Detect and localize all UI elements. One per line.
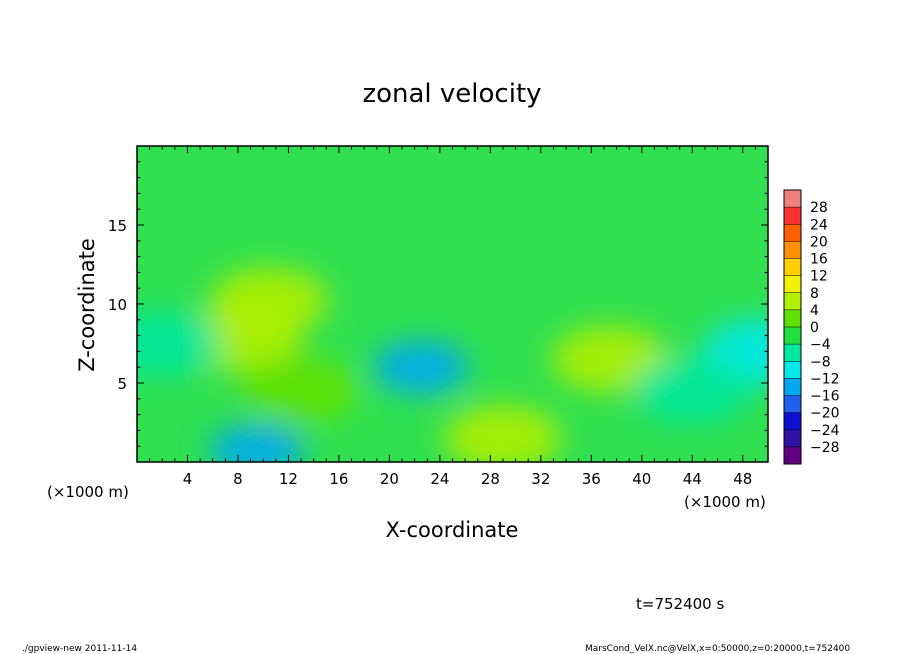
colorbar-swatch — [784, 446, 801, 465]
y-tick-label: 10 — [108, 296, 127, 314]
colorbar-swatch — [784, 241, 801, 259]
colorbar-label: −16 — [810, 389, 840, 405]
x-tick-label: 32 — [531, 470, 550, 488]
colorbar-label: 16 — [810, 252, 828, 268]
y-axis-label: Z-coordinate — [75, 238, 99, 372]
x-tick-label: 44 — [683, 470, 702, 488]
y-tick-label: 5 — [117, 375, 127, 393]
x-tick-label: 20 — [380, 470, 399, 488]
x-tick-label: 16 — [329, 470, 348, 488]
colorbar-label: 4 — [810, 303, 819, 319]
colorbar-label: −12 — [810, 371, 840, 387]
colorbar-label: 8 — [810, 286, 819, 302]
colorbar-swatch — [784, 309, 801, 328]
field-feature-1 — [210, 267, 329, 335]
colorbar-swatch — [784, 207, 801, 225]
x-tick-label: 36 — [582, 470, 601, 488]
colorbar-label: −28 — [810, 440, 840, 456]
colorbar-swatch — [784, 327, 801, 345]
field-feature-4 — [373, 340, 469, 395]
colorbar-swatch — [784, 258, 801, 276]
colorbar-swatch — [784, 395, 801, 413]
colorbar-label: −20 — [810, 406, 840, 422]
x-axis: 4 8 12 16 20 24 28 32 36 40 44 48 — [149, 146, 756, 488]
x-unit-left: (×1000 m) — [47, 483, 129, 501]
colorbar-swatch — [784, 292, 801, 311]
colorbar-label: −8 — [810, 354, 831, 370]
x-tick-label: 28 — [481, 470, 500, 488]
colorbar-swatch — [784, 344, 801, 362]
field-feature-3 — [209, 423, 305, 462]
x-tick-label: 12 — [279, 470, 298, 488]
colorbar-label: −4 — [810, 337, 831, 353]
field-feature-9 — [242, 357, 360, 425]
velocity-field — [137, 267, 768, 462]
y-tick-label: 15 — [108, 217, 127, 235]
x-tick-label: 40 — [632, 470, 651, 488]
colorbar-swatch — [784, 429, 801, 448]
field-feature-2 — [137, 309, 222, 378]
colorbar-swatch — [784, 378, 801, 396]
colorbar-label: 0 — [810, 320, 819, 336]
footer-right: MarsCond_VelX.nc@VelX,x=0:50000,z=0:2000… — [585, 644, 850, 654]
y-axis: 5 10 15 — [108, 161, 768, 447]
colorbar-swatch — [784, 361, 801, 379]
x-tick-label: 4 — [183, 470, 193, 488]
x-axis-label: X-coordinate — [386, 518, 519, 542]
x-tick-label: 8 — [233, 470, 243, 488]
colorbar-label: 20 — [810, 234, 828, 250]
footer-left: ./gpview-new 2011-11-14 — [22, 644, 137, 654]
field-feature-8 — [444, 404, 562, 462]
x-tick-label: 24 — [430, 470, 449, 488]
colorbar-swatch — [784, 224, 801, 242]
colorbar-label: 28 — [810, 200, 828, 216]
colorbar-swatch — [784, 275, 801, 294]
x-tick-label: 48 — [733, 470, 752, 488]
colorbar-label: −24 — [810, 423, 840, 439]
colorbar-label: 24 — [810, 217, 828, 233]
colorbar-label: 12 — [810, 269, 828, 285]
time-label: t=752400 s — [636, 595, 724, 613]
colorbar-swatch — [784, 190, 801, 208]
colorbar-swatch — [784, 412, 801, 431]
x-unit-right: (×1000 m) — [684, 493, 766, 511]
field-feature-7 — [633, 357, 752, 425]
chart-title: zonal velocity — [362, 79, 541, 109]
